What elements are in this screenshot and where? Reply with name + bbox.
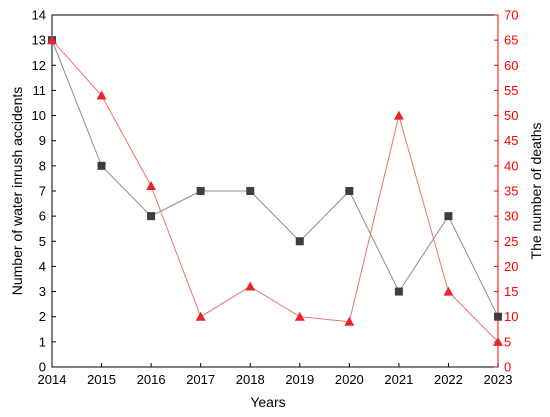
- right-y-tick-label: 0: [504, 360, 511, 375]
- square-marker: [196, 187, 205, 195]
- right-y-tick-label: 30: [504, 209, 518, 224]
- left-y-tick-label: 1: [39, 334, 46, 349]
- left-y-tick-label: 3: [39, 284, 46, 299]
- x-tick-label: 2022: [434, 372, 463, 387]
- left-y-tick-label: 11: [33, 83, 47, 98]
- x-tick-label: 2018: [236, 372, 265, 387]
- right-y-tick-label: 40: [504, 158, 518, 173]
- square-marker: [494, 312, 502, 321]
- x-axis: 2014 2015 2016 2017 2018 2019 2020 2021 2022 2023: [38, 363, 513, 387]
- square-marker: [345, 187, 354, 195]
- right-series-line: [51, 39, 499, 343]
- square-marker: [246, 187, 255, 195]
- left-y-tick-label: 8: [39, 158, 46, 173]
- left-y-tick-label: 5: [39, 234, 46, 249]
- right-y-tick-label: 5: [504, 334, 511, 349]
- triangle-marker: [393, 110, 404, 120]
- plot-frame: [51, 14, 499, 368]
- right-y-tick-label: 55: [504, 83, 518, 98]
- right-y-tick-label: 35: [504, 184, 518, 199]
- square-marker: [147, 212, 156, 221]
- x-tick-label: 2021: [384, 372, 413, 387]
- left-y-tick-label: 2: [39, 309, 46, 324]
- triangle-marker: [96, 90, 107, 100]
- x-tick-label: 2019: [285, 372, 314, 387]
- triangle-marker: [493, 336, 503, 346]
- x-tick-label: 2017: [186, 372, 215, 387]
- x-tick-label: 2015: [87, 372, 116, 387]
- triangle-marker: [294, 311, 305, 321]
- right-y-tick-label: 65: [504, 33, 518, 48]
- left-y-tick-label: 10: [32, 108, 46, 123]
- right-y-tick-label: 45: [504, 133, 518, 148]
- x-axis-title: Years: [250, 394, 285, 410]
- x-tick-label: 2014: [38, 372, 67, 387]
- triangle-marker: [443, 286, 454, 296]
- triangle-marker: [195, 311, 206, 321]
- square-marker: [444, 212, 453, 221]
- left-y-tick-label: 14: [32, 8, 46, 23]
- left-y-tick-label: 9: [39, 133, 46, 148]
- right-y-tick-label: 60: [504, 58, 518, 73]
- triangle-marker: [344, 316, 355, 326]
- right-y-tick-label: 70: [504, 8, 518, 23]
- left-y-tick-label: 4: [39, 259, 46, 274]
- right-y-tick-label: 25: [504, 234, 518, 249]
- right-y-axis-title: The number of deaths: [528, 123, 544, 260]
- left-series-line: [51, 39, 499, 317]
- x-tick-label: 2016: [137, 372, 166, 387]
- x-tick-label: 2020: [335, 372, 364, 387]
- triangle-marker: [245, 281, 256, 291]
- left-y-tick-label: 0: [39, 360, 46, 375]
- series-layer: [47, 35, 503, 346]
- x-tick-label: 2023: [484, 372, 513, 387]
- square-marker: [295, 237, 304, 246]
- left-y-tick-label: 12: [32, 58, 46, 73]
- left-y-axis-title: Number of water inrush accidents: [9, 87, 25, 296]
- square-marker: [394, 287, 403, 296]
- left-y-tick-label: 7: [39, 184, 46, 199]
- triangle-marker: [47, 35, 57, 45]
- right-y-tick-label: 20: [504, 259, 518, 274]
- right-y-tick-label: 10: [504, 309, 518, 324]
- left-y-tick-label: 6: [39, 209, 46, 224]
- left-y-tick-label: 13: [32, 33, 46, 48]
- triangle-marker: [146, 180, 157, 190]
- right-y-axis: 0 5 10 15 20 25 30 35 40 45 50 55 60 65 70: [494, 8, 518, 375]
- right-y-tick-label: 50: [504, 108, 518, 123]
- square-marker: [97, 161, 106, 170]
- right-y-tick-label: 15: [504, 284, 518, 299]
